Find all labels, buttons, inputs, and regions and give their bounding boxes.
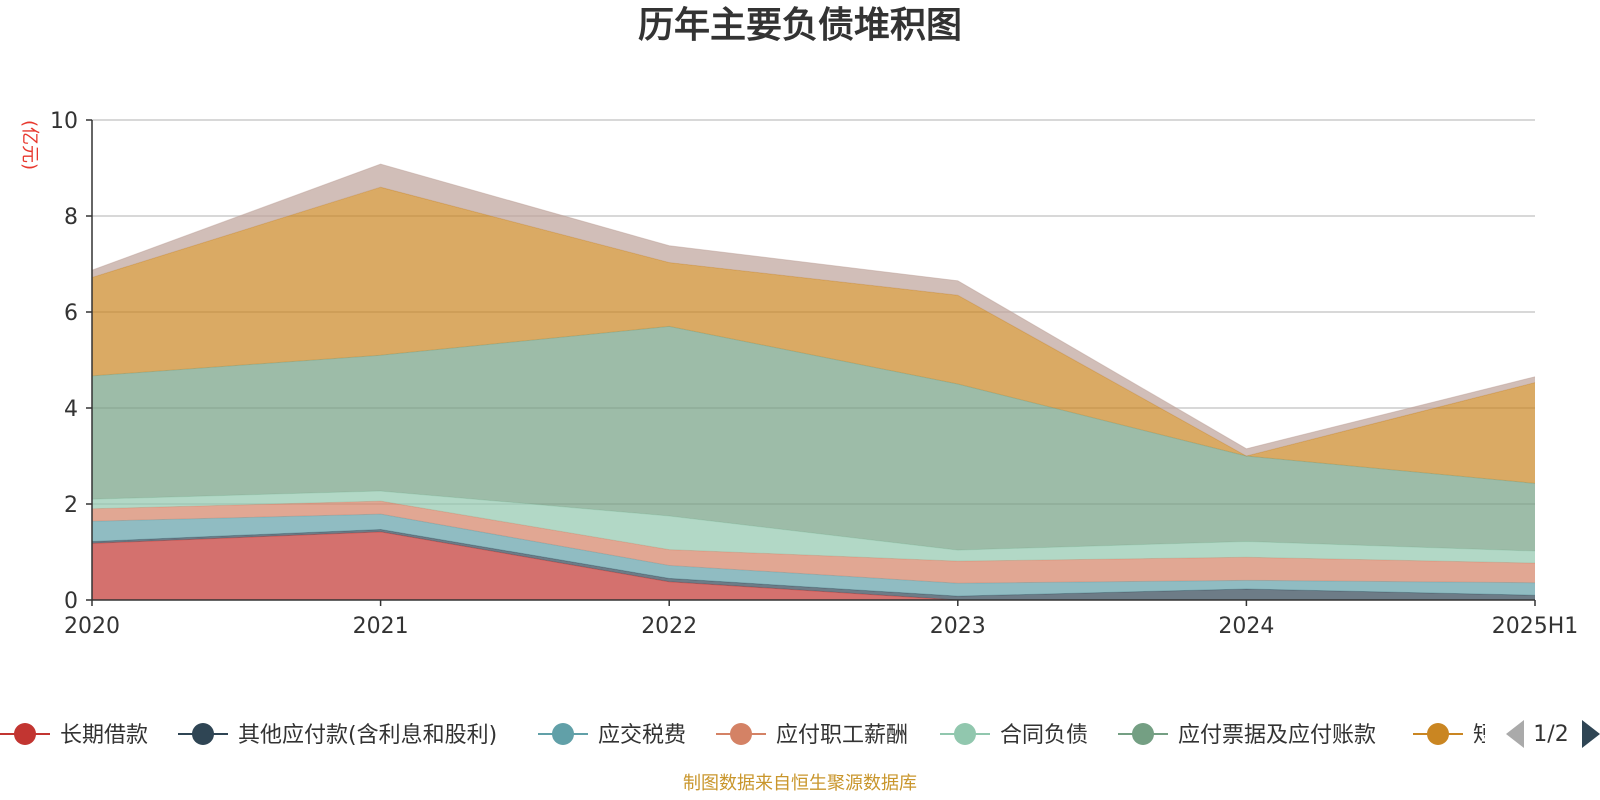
y-tick-label: 0	[64, 589, 78, 614]
area-series-3[interactable]	[92, 501, 1535, 584]
y-tick-label: 8	[64, 205, 78, 230]
legend-marker	[192, 723, 214, 745]
legend-marker	[730, 723, 752, 745]
legend-item[interactable]: 长期借款	[0, 723, 148, 748]
legend-item[interactable]: 短	[1413, 723, 1495, 748]
x-tick-label: 2024	[1218, 614, 1274, 639]
legend-page-indicator: 1/2	[1533, 722, 1568, 747]
area-series-2[interactable]	[92, 514, 1535, 597]
legend-label: 应付职工薪酬	[776, 723, 908, 748]
legend-item[interactable]: 应交税费	[538, 723, 686, 748]
x-tick-label: 2025H1	[1492, 614, 1579, 639]
source-note: 制图数据来自恒生聚源数据库	[683, 773, 917, 794]
stacked-areas	[91, 163, 1536, 601]
y-tick-label: 6	[64, 301, 78, 326]
arrow-right-icon[interactable]	[1582, 720, 1600, 748]
area-series-line-5	[91, 325, 1536, 484]
legend-pager: 1/2	[1506, 720, 1600, 748]
area-series-4[interactable]	[92, 491, 1535, 564]
x-tick-label: 2020	[64, 614, 120, 639]
legend: 长期借款 其他应付款(含利息和股利) 应交税费 应付职工薪酬 合同负债 应付票据及应付账款…	[0, 723, 1495, 748]
y-axis-unit: (亿元)	[19, 120, 40, 170]
x-tick-label: 2021	[353, 614, 409, 639]
legend-label: 短	[1473, 723, 1495, 748]
legend-label: 应付票据及应付账款	[1178, 723, 1376, 748]
legend-marker	[552, 723, 574, 745]
legend-item[interactable]: 应付票据及应付账款	[1118, 723, 1376, 748]
arrow-left-icon[interactable]	[1506, 720, 1524, 748]
area-series-6[interactable]	[92, 187, 1535, 484]
area-series-1[interactable]	[92, 529, 1535, 600]
legend-marker	[14, 723, 36, 745]
area-series-5[interactable]	[92, 326, 1535, 552]
legend-marker	[1132, 723, 1154, 745]
legend-item[interactable]: 合同负债	[940, 723, 1088, 748]
axes: 0 2 4 6 8 10 2020 2021 2022 2023 2024 2025H1	[50, 109, 1578, 639]
legend-item[interactable]: 其他应付款(含利息和股利)	[178, 723, 497, 748]
y-tick-label: 4	[64, 397, 78, 422]
chart-title: 历年主要负债堆积图	[638, 5, 962, 46]
area-series-line-7	[91, 163, 1536, 450]
legend-items: 长期借款 其他应付款(含利息和股利) 应交税费 应付职工薪酬 合同负债 应付票据及应付账款…	[0, 723, 1495, 748]
x-tick-label: 2023	[930, 614, 986, 639]
legend-label: 应交税费	[598, 723, 686, 748]
y-tick-label: 2	[64, 493, 78, 518]
legend-marker	[954, 723, 976, 745]
x-tick-label: 2022	[641, 614, 697, 639]
area-series-0[interactable]	[92, 531, 1535, 600]
y-tick-label: 10	[50, 109, 78, 134]
legend-item[interactable]: 应付职工薪酬	[716, 723, 908, 748]
legend-label: 其他应付款(含利息和股利)	[238, 723, 497, 748]
legend-marker	[1427, 723, 1449, 745]
legend-label: 合同负债	[1000, 723, 1088, 748]
legend-label: 长期借款	[60, 723, 148, 748]
